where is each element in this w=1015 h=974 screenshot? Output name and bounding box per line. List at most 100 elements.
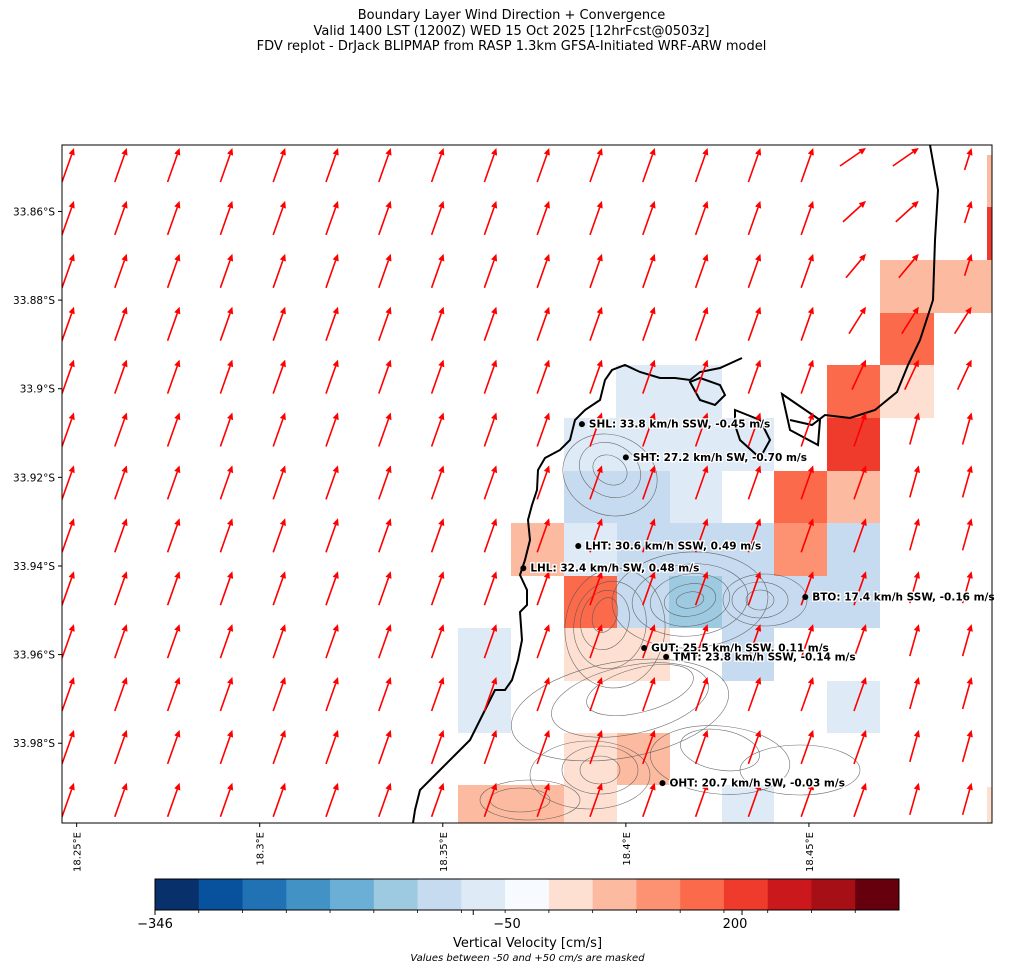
wind-vector-arrow (483, 677, 498, 712)
colorbar-segment (242, 879, 287, 910)
wind-vector-arrow (219, 782, 234, 818)
wind-vector-arrow (642, 200, 656, 236)
wind-vector-arrow (219, 677, 234, 712)
wind-vector-arrow (909, 624, 920, 657)
wind-vector-arrow (747, 571, 762, 606)
wind-vector-arrow (325, 412, 339, 447)
wind-vector-arrow (430, 465, 445, 500)
wind-vector-arrow (589, 782, 603, 818)
colorbar-tick-label-min: −346 (137, 917, 173, 932)
wind-vector-arrow (853, 518, 867, 553)
wind-vector-arrow (272, 518, 286, 553)
wind-vector-arrow (961, 677, 973, 710)
wind-vector-arrow (483, 306, 498, 341)
velocity-cell (722, 628, 774, 681)
title-line-3: FDV replot - DrJack BLIPMAP from RASP 1.… (256, 39, 767, 54)
wind-vector-arrow (114, 306, 128, 341)
wind-vector-arrow (430, 253, 445, 289)
velocity-cell (987, 787, 992, 823)
wind-vector-arrow (114, 253, 128, 289)
wind-vector-arrow (589, 359, 603, 394)
wind-vector-arrow (378, 412, 392, 447)
wind-vector-arrow (272, 148, 286, 183)
wind-vector-arrow (272, 571, 286, 606)
station-dot (641, 644, 648, 651)
wind-vector-arrow (853, 571, 867, 606)
wind-vector-arrow (800, 200, 814, 236)
wind-vector-arrow (325, 729, 339, 765)
wind-vector-arrow (536, 782, 550, 818)
lon-tick-label: 18.35°E (439, 832, 450, 872)
colorbar-segment (548, 879, 594, 910)
station-label: SHT: 27.2 km/h SW, -0.70 m/s (633, 452, 807, 464)
wind-vector-arrow (166, 148, 181, 183)
wind-vector-arrow (114, 465, 128, 500)
wind-vector-arrow (483, 624, 498, 659)
wind-vector-arrow (62, 306, 75, 341)
wind-vector-arrow (536, 359, 550, 394)
vertical-velocity-cells (458, 155, 992, 823)
colorbar-tick-label-mid: −50 (493, 917, 521, 932)
coastline-segment (412, 357, 743, 823)
wind-vector-arrow (694, 412, 709, 447)
wind-vector-arrow (747, 412, 762, 447)
wind-vector-arrow (114, 518, 128, 553)
wind-vector-arrow (272, 306, 286, 341)
wind-vector-arrow (589, 465, 603, 500)
wind-vector-arrow (378, 571, 392, 606)
wind-vector-arrow (114, 624, 128, 659)
terrain-contour-line (586, 664, 694, 716)
wind-vector-arrow (961, 465, 973, 498)
wind-vector-arrow (853, 729, 867, 765)
terrain-contour-line (511, 658, 729, 762)
terrain-contour-line (551, 662, 709, 738)
station-sht: SHT: 27.2 km/h SW, -0.70 m/s (622, 451, 808, 465)
lat-tick-label: 33.94°S (13, 561, 55, 573)
station-dot (802, 594, 809, 600)
colorbar-segment (286, 879, 331, 910)
wind-vector-arrow (694, 200, 709, 236)
velocity-cell (987, 207, 992, 260)
wind-vector-arrow (114, 200, 128, 236)
wind-vector-arrow (325, 148, 339, 183)
colorbar-segment (198, 879, 244, 910)
wind-vector-arrow (272, 677, 286, 712)
wind-vector-arrow (378, 465, 392, 500)
wind-vector-arrow (536, 412, 550, 447)
wind-vector-arrow (694, 624, 709, 659)
wind-vector-arrow (430, 571, 445, 606)
wind-vector-arrow (166, 253, 181, 289)
station-lht: LHT: 30.6 km/h SSW, 0.49 m/s (575, 539, 763, 554)
velocity-cell (880, 365, 934, 418)
wind-vector-arrow (961, 729, 973, 763)
latitude-axis: 33.86°S 33.88°S 33.9°S 33.92°S 33.94°S 33.96°… (13, 206, 62, 750)
wind-vector-arrow (642, 148, 656, 183)
wind-vector-arrow (642, 253, 656, 289)
terrain-contour-line (479, 779, 581, 821)
terrain-contour-line (731, 581, 789, 619)
colorbar-segment (417, 879, 462, 910)
wind-vector-arrow (747, 518, 762, 553)
wind-vector-arrow (166, 782, 181, 818)
wind-vector-arrow (853, 624, 867, 659)
plot-frame (61, 144, 993, 824)
wind-vector-arrow (800, 729, 814, 765)
wind-vector-arrow (747, 782, 762, 818)
wind-vector-arrow (800, 412, 814, 447)
wind-vector-arrow (536, 729, 550, 765)
terrain-contour-line (722, 573, 808, 627)
terrain-contour-line (562, 433, 658, 517)
wind-vector-arrow (378, 782, 392, 818)
wind-vector-arrow (800, 253, 814, 289)
wind-vector-arrow (325, 253, 339, 289)
wind-vector-arrow (430, 624, 445, 659)
station-gut: GUT: 25.5 km/h SSW, 0.11 m/s (641, 641, 830, 656)
lat-tick-label: 33.98°S (13, 738, 55, 750)
station-label: LHL: 32.4 km/h SW, 0.48 m/s (530, 563, 699, 575)
wind-vector-arrow (219, 624, 234, 659)
velocity-cell (774, 471, 827, 523)
wind-vector-arrow (961, 518, 973, 551)
wind-vector-arrow (642, 412, 656, 447)
terrain-contour-line (745, 589, 775, 611)
wind-vector-arrow (694, 465, 709, 500)
